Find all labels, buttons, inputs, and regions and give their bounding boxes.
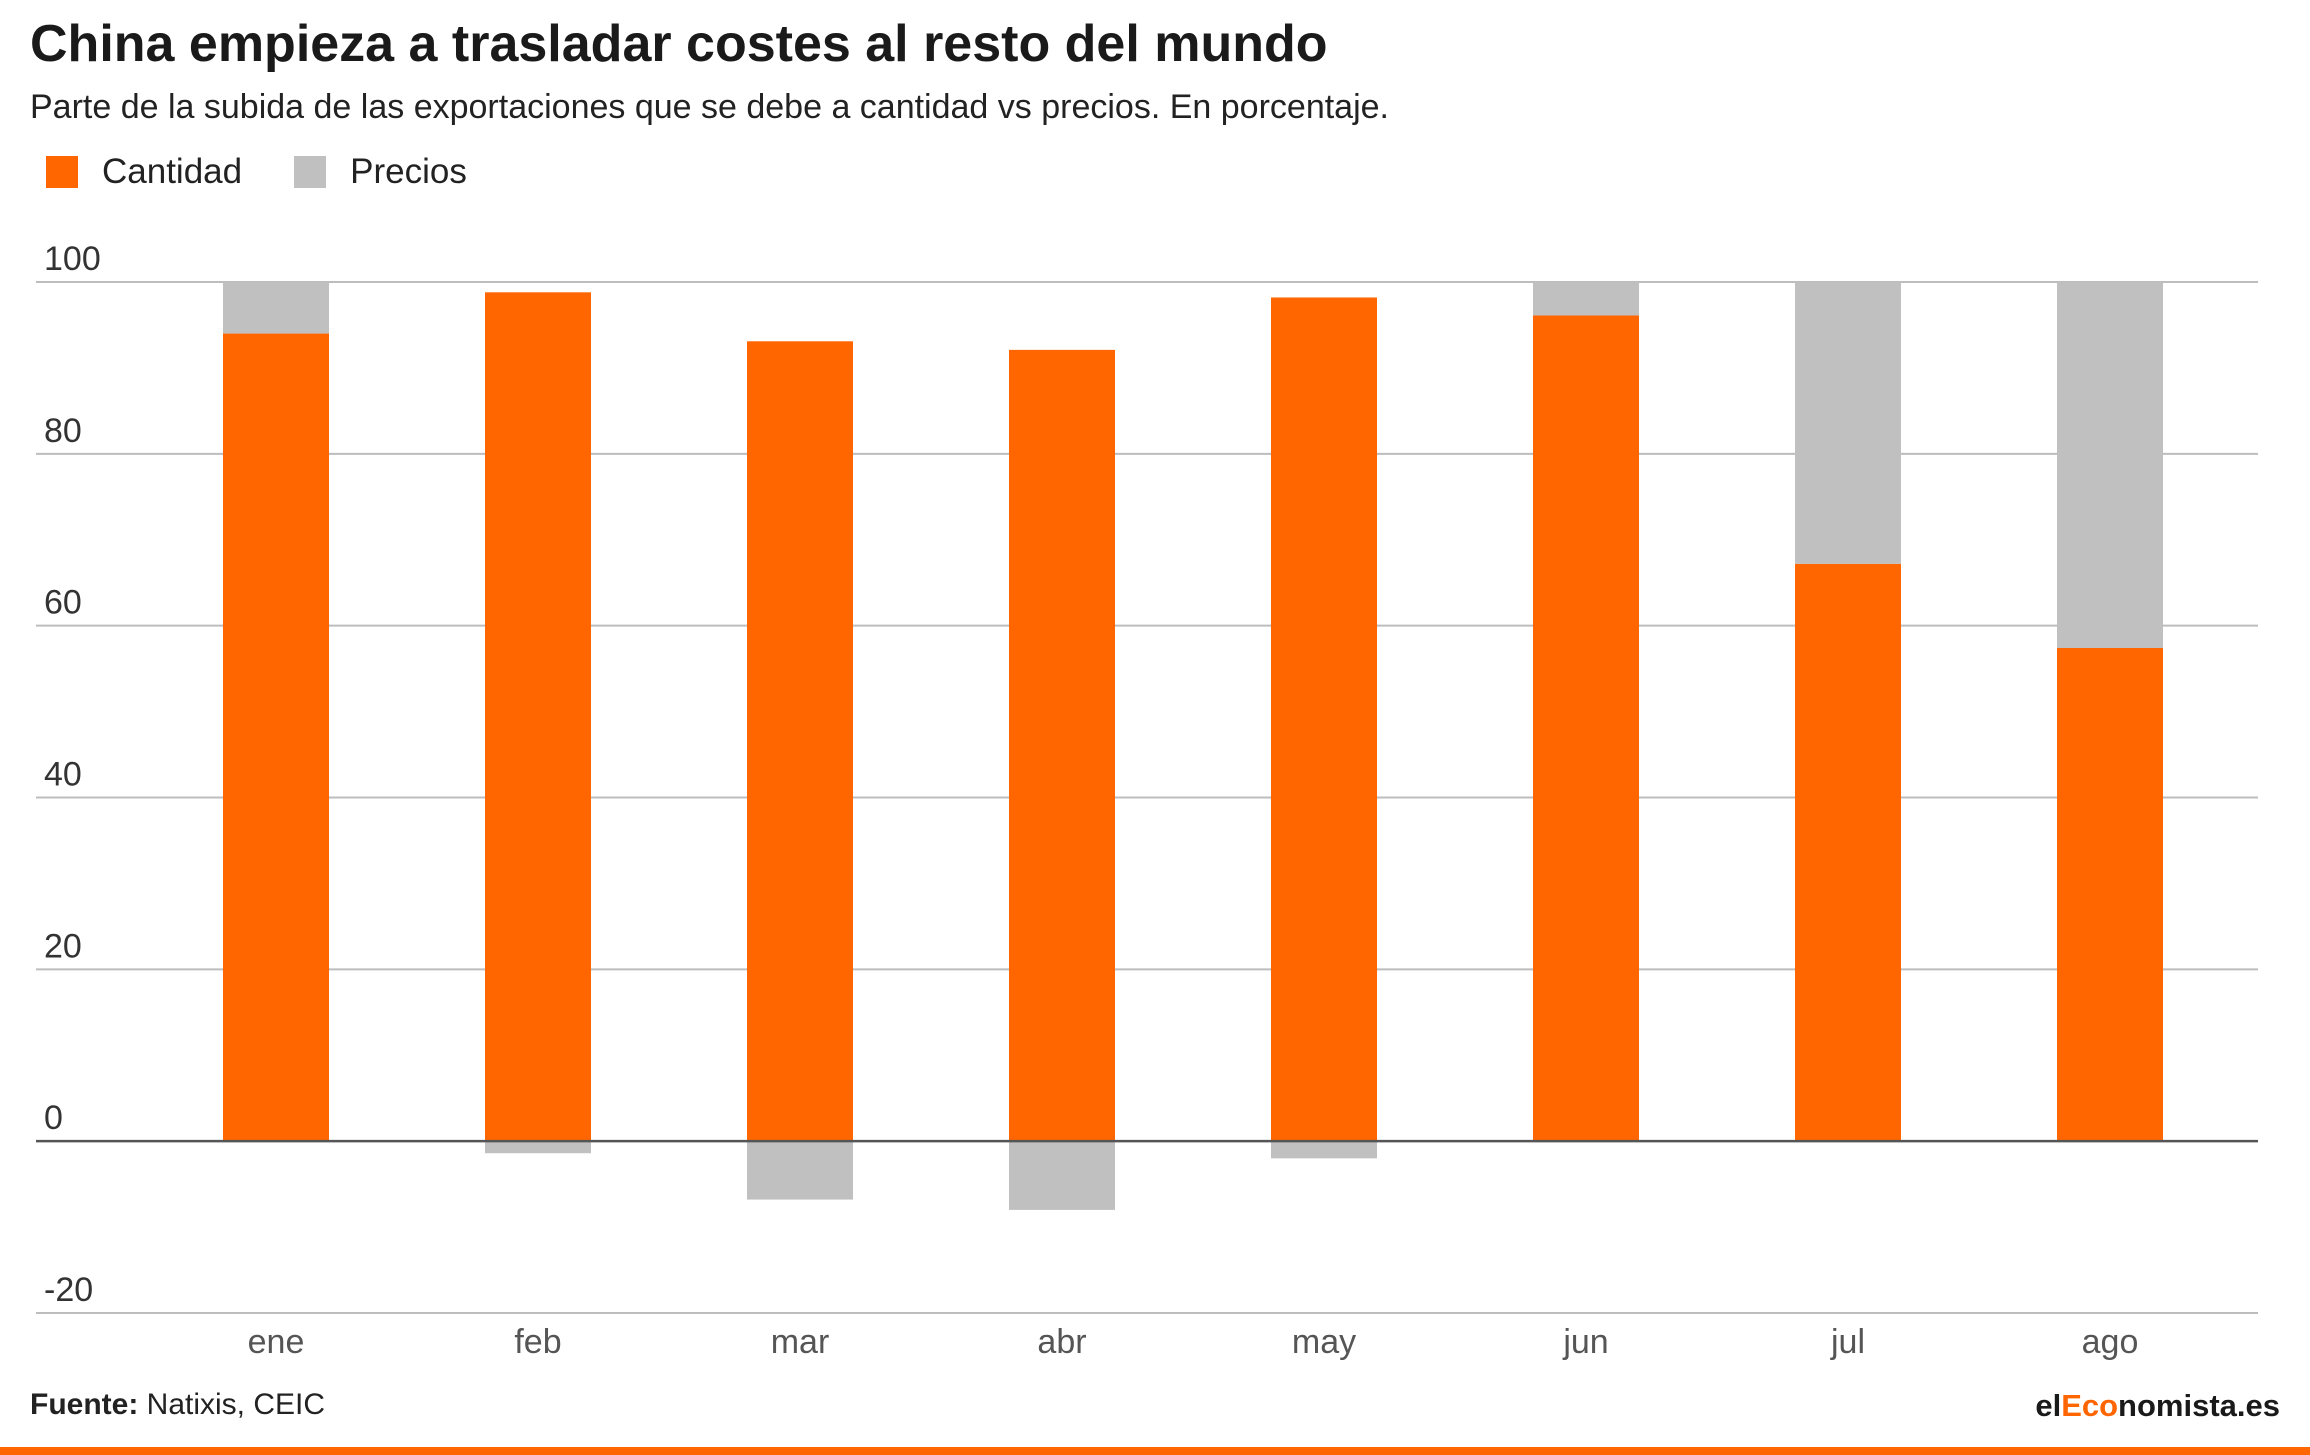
chart-title: China empieza a trasladar costes al rest… [30,15,1328,73]
stacked-bar-chart: 100 80 60 40 20 0 -20 ene feb mar abr may jun jul ago [36,240,2258,1360]
y-tick-label: 20 [44,927,82,965]
bar-precios-mar [747,1141,853,1200]
chart-subtitle: Parte de la subida de las exportaciones … [30,88,1389,126]
bar-precios-abr [1009,1141,1115,1210]
legend: Cantidad Precios [46,152,519,192]
legend-swatch-cantidad [46,156,78,188]
legend-label-cantidad: Cantidad [102,152,243,191]
legend-swatch-precios [294,156,327,188]
x-tick-label: jul [1830,1323,1865,1360]
bar-cantidad-ene [223,333,329,1142]
bar-precios-jul [1795,282,1901,564]
x-tick-label: may [1292,1323,1356,1360]
bar-precios-jun [1533,282,1639,316]
bar-cantidad-mar [747,341,853,1142]
x-tick-label: ene [248,1323,305,1360]
y-tick-label: 80 [44,412,82,450]
x-tick-label: ago [2082,1323,2139,1360]
brand-prefix: el [2035,1388,2062,1423]
bar-cantidad-ago [2057,648,2163,1142]
source-text: Natixis, CEIC [146,1388,326,1421]
bar-cantidad-may [1271,297,1377,1142]
y-tick-label: -20 [44,1271,93,1309]
bottom-accent-bar [0,1447,2310,1455]
brand-logo: elEconomista.es [2035,1388,2280,1424]
source-note: Fuente: Natixis, CEIC [30,1388,325,1422]
brand-highlight: Eco [2061,1388,2119,1423]
y-tick-label: 100 [44,240,101,278]
legend-item-precios: Precios [294,152,467,192]
x-tick-label: feb [514,1323,561,1360]
y-tick-label: 0 [44,1099,63,1137]
bar-precios-feb [485,1141,591,1154]
y-tick-label: 40 [44,756,82,794]
x-tick-label: jun [1562,1323,1608,1360]
bar-cantidad-feb [485,292,591,1142]
bar-cantidad-jul [1795,563,1901,1142]
source-label: Fuente: [30,1388,139,1421]
y-tick-label: 60 [44,584,82,622]
legend-label-precios: Precios [350,152,467,191]
bar-precios-may [1271,1141,1377,1159]
x-tick-label: abr [1037,1323,1086,1360]
bar-cantidad-abr [1009,349,1115,1142]
brand-suffix: nomista.es [2118,1388,2280,1423]
bar-cantidad-jun [1533,315,1639,1142]
bar-precios-ago [2057,282,2163,649]
bar-precios-ene [223,282,329,334]
legend-item-cantidad: Cantidad [46,152,242,192]
x-tick-label: mar [771,1323,830,1360]
